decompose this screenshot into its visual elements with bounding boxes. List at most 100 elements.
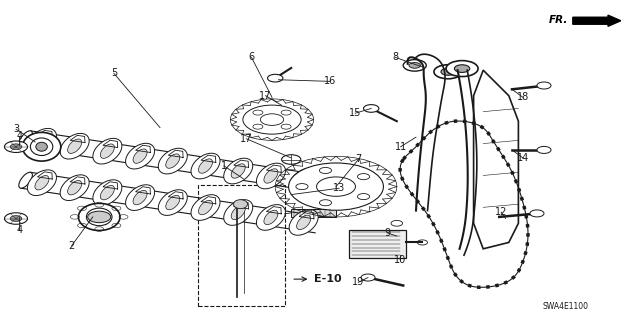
Ellipse shape — [93, 180, 122, 205]
Circle shape — [409, 63, 420, 68]
Polygon shape — [38, 130, 52, 137]
Polygon shape — [103, 140, 118, 147]
Ellipse shape — [264, 210, 278, 225]
Ellipse shape — [191, 195, 220, 220]
Circle shape — [10, 144, 22, 150]
Text: 14: 14 — [516, 153, 529, 163]
Text: 5: 5 — [111, 68, 117, 78]
Ellipse shape — [19, 131, 33, 147]
Ellipse shape — [166, 154, 180, 168]
Ellipse shape — [191, 153, 220, 179]
Text: 17: 17 — [259, 91, 272, 101]
Polygon shape — [299, 170, 314, 177]
Circle shape — [358, 194, 370, 200]
Ellipse shape — [28, 129, 56, 154]
Ellipse shape — [224, 200, 253, 225]
Ellipse shape — [100, 144, 115, 158]
Text: 17: 17 — [240, 134, 253, 144]
Bar — [291, 209, 336, 217]
Ellipse shape — [158, 190, 188, 215]
Text: 2: 2 — [68, 241, 75, 251]
Text: 8: 8 — [392, 52, 399, 63]
Ellipse shape — [35, 175, 49, 190]
Ellipse shape — [35, 134, 49, 148]
Ellipse shape — [166, 195, 180, 210]
Ellipse shape — [296, 215, 310, 230]
Text: 15: 15 — [349, 108, 362, 118]
Text: 7: 7 — [355, 154, 362, 165]
Polygon shape — [70, 135, 85, 143]
Circle shape — [253, 110, 263, 115]
Ellipse shape — [234, 200, 248, 209]
Text: 13: 13 — [333, 183, 346, 193]
Circle shape — [268, 74, 283, 82]
Text: 3: 3 — [13, 124, 19, 134]
Text: 4: 4 — [16, 225, 22, 235]
Polygon shape — [234, 160, 248, 167]
Circle shape — [281, 110, 291, 115]
Polygon shape — [299, 211, 314, 219]
Circle shape — [364, 105, 379, 112]
Ellipse shape — [125, 143, 155, 169]
Circle shape — [537, 82, 551, 89]
Ellipse shape — [224, 158, 253, 184]
Text: 16: 16 — [323, 76, 336, 86]
Circle shape — [434, 65, 462, 79]
Circle shape — [446, 61, 478, 77]
Polygon shape — [201, 197, 216, 204]
Polygon shape — [201, 155, 216, 162]
Ellipse shape — [22, 132, 61, 161]
Circle shape — [4, 141, 28, 152]
Polygon shape — [136, 187, 150, 194]
Circle shape — [4, 213, 28, 224]
Circle shape — [243, 105, 301, 134]
Ellipse shape — [198, 200, 212, 215]
Circle shape — [361, 274, 375, 281]
Text: FR.: FR. — [549, 15, 568, 25]
Polygon shape — [234, 202, 248, 209]
Circle shape — [358, 174, 370, 180]
Ellipse shape — [79, 204, 120, 230]
Polygon shape — [168, 150, 183, 158]
Bar — [198, 185, 285, 306]
Ellipse shape — [231, 164, 245, 178]
Circle shape — [289, 163, 383, 210]
Ellipse shape — [257, 204, 285, 230]
Bar — [349, 230, 406, 258]
Ellipse shape — [93, 138, 122, 164]
Ellipse shape — [198, 159, 212, 173]
Circle shape — [10, 216, 22, 221]
Polygon shape — [136, 145, 150, 152]
Polygon shape — [70, 177, 85, 184]
Ellipse shape — [158, 148, 188, 174]
Text: 4: 4 — [16, 130, 22, 141]
Circle shape — [319, 200, 332, 206]
Ellipse shape — [28, 170, 56, 196]
Text: 1: 1 — [221, 161, 227, 171]
Circle shape — [281, 124, 291, 129]
Ellipse shape — [31, 138, 53, 155]
Ellipse shape — [133, 149, 147, 163]
Circle shape — [296, 184, 308, 189]
Ellipse shape — [296, 174, 310, 188]
Circle shape — [530, 210, 544, 217]
Circle shape — [319, 167, 332, 174]
Ellipse shape — [125, 185, 155, 211]
Circle shape — [454, 65, 470, 72]
Ellipse shape — [60, 175, 89, 201]
Text: 11: 11 — [394, 142, 407, 152]
Circle shape — [391, 220, 403, 226]
Ellipse shape — [100, 185, 115, 200]
Text: 9: 9 — [384, 228, 390, 238]
Polygon shape — [38, 172, 52, 179]
Polygon shape — [266, 165, 281, 172]
Ellipse shape — [19, 172, 33, 188]
Polygon shape — [168, 192, 183, 199]
Circle shape — [282, 155, 301, 164]
Text: 19: 19 — [352, 277, 365, 287]
Ellipse shape — [68, 181, 82, 195]
Ellipse shape — [264, 169, 278, 183]
Ellipse shape — [36, 142, 47, 151]
Ellipse shape — [289, 210, 318, 235]
Text: E-10: E-10 — [314, 274, 341, 284]
